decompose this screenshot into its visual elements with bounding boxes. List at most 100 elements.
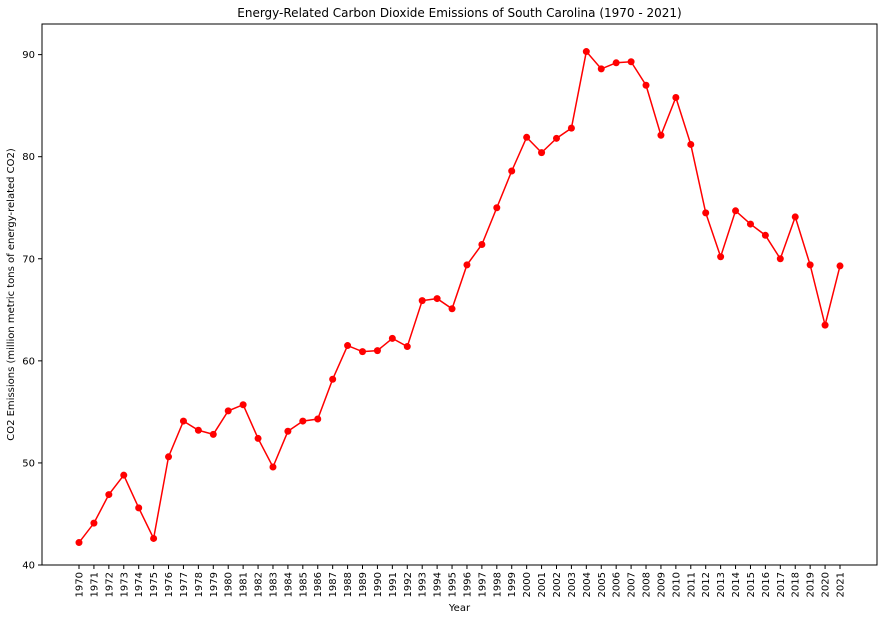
x-tick-label: 2019	[806, 572, 817, 597]
x-tick-label: 1970	[75, 572, 86, 597]
data-point	[388, 334, 396, 342]
x-tick-label: 1999	[507, 572, 518, 597]
data-point	[717, 253, 725, 261]
data-point	[329, 375, 337, 383]
x-tick-label: 2010	[671, 572, 682, 597]
data-point	[687, 140, 695, 148]
data-point	[567, 124, 575, 132]
data-point	[75, 539, 83, 547]
data-point	[702, 209, 710, 217]
x-tick-label: 1981	[239, 572, 250, 597]
y-axis: 40 50 60 70 80 90	[22, 50, 42, 572]
data-point	[478, 240, 486, 248]
x-tick-label: 2005	[597, 572, 608, 597]
data-point	[836, 262, 844, 270]
x-tick-label: 2000	[522, 572, 533, 597]
x-tick-label: 2015	[746, 572, 757, 597]
x-tick-label: 1984	[283, 572, 294, 597]
y-tick-label: 90	[22, 50, 35, 61]
x-axis: 1970 1971 1972 1973 1974 1975 1976 1977 1978 1979…	[75, 565, 847, 597]
data-point	[314, 415, 322, 423]
x-tick-label: 1972	[104, 572, 115, 597]
x-tick-label: 2003	[567, 572, 578, 597]
x-tick-label: 1983	[268, 572, 279, 597]
x-tick-label: 2006	[612, 572, 623, 597]
x-tick-label: 2008	[642, 572, 653, 597]
data-point	[239, 401, 247, 409]
x-tick-label: 1993	[418, 572, 429, 597]
x-tick-label: 2011	[686, 572, 697, 597]
data-point	[254, 434, 262, 442]
data-point	[627, 58, 635, 66]
x-tick-label: 2020	[821, 572, 832, 597]
x-tick-label: 2016	[761, 572, 772, 597]
data-point	[120, 471, 128, 479]
x-tick-label: 2001	[537, 572, 548, 597]
data-point	[508, 167, 516, 175]
data-point	[194, 426, 202, 434]
data-point	[344, 342, 352, 350]
x-tick-label: 2013	[716, 572, 727, 597]
x-tick-label: 1978	[194, 572, 205, 597]
y-tick-label: 50	[22, 458, 35, 469]
data-point	[373, 347, 381, 355]
x-tick-label: 2009	[656, 572, 667, 597]
x-tick-label: 1994	[433, 572, 444, 597]
x-tick-label: 2007	[627, 572, 638, 597]
data-point	[672, 93, 680, 101]
data-point	[105, 491, 113, 499]
series-points	[75, 48, 844, 547]
data-point	[493, 204, 501, 212]
data-point	[821, 321, 829, 329]
data-point	[284, 427, 292, 435]
x-tick-label: 1989	[358, 572, 369, 597]
x-tick-label: 1980	[224, 572, 235, 597]
data-point	[150, 534, 158, 542]
x-axis-label: Year	[448, 603, 471, 614]
data-point	[582, 48, 590, 56]
series-line	[78, 49, 841, 543]
data-point	[597, 65, 605, 73]
data-point	[179, 417, 187, 425]
x-tick-label: 2017	[776, 572, 787, 597]
x-tick-label: 1995	[448, 572, 459, 597]
y-tick-label: 60	[22, 356, 35, 367]
data-point	[135, 504, 143, 512]
data-point	[463, 261, 471, 269]
data-point	[791, 213, 799, 221]
data-point	[538, 149, 546, 157]
y-tick-label: 40	[22, 561, 35, 572]
x-tick-label: 1992	[403, 572, 414, 597]
data-point	[642, 81, 650, 89]
y-axis-label: CO2 Emissions (million metric tons of en…	[6, 148, 17, 441]
x-tick-label: 1986	[313, 572, 324, 597]
x-tick-label: 1996	[462, 572, 473, 597]
data-point	[806, 261, 814, 269]
x-tick-label: 1985	[298, 572, 309, 597]
x-tick-label: 1976	[164, 572, 175, 597]
data-point	[403, 343, 411, 351]
x-tick-label: 1987	[328, 572, 339, 597]
x-tick-label: 1979	[209, 572, 220, 597]
data-point	[165, 453, 173, 461]
y-tick-label: 70	[22, 254, 35, 265]
data-point	[761, 231, 769, 239]
x-tick-label: 1990	[373, 572, 384, 597]
x-tick-label: 2014	[731, 572, 742, 597]
x-tick-label: 2002	[552, 572, 563, 597]
data-point	[612, 59, 620, 67]
x-tick-label: 1973	[119, 572, 130, 597]
data-point	[552, 134, 560, 142]
y-tick-label: 80	[22, 152, 35, 163]
x-tick-label: 1991	[388, 572, 399, 597]
data-point	[90, 519, 98, 527]
x-tick-label: 1974	[134, 572, 145, 597]
x-tick-label: 1982	[254, 572, 265, 597]
x-tick-label: 1971	[89, 572, 100, 597]
data-point	[448, 305, 456, 313]
data-point	[418, 297, 426, 305]
data-point	[732, 207, 740, 215]
data-point	[269, 463, 277, 471]
data-point	[433, 295, 441, 303]
